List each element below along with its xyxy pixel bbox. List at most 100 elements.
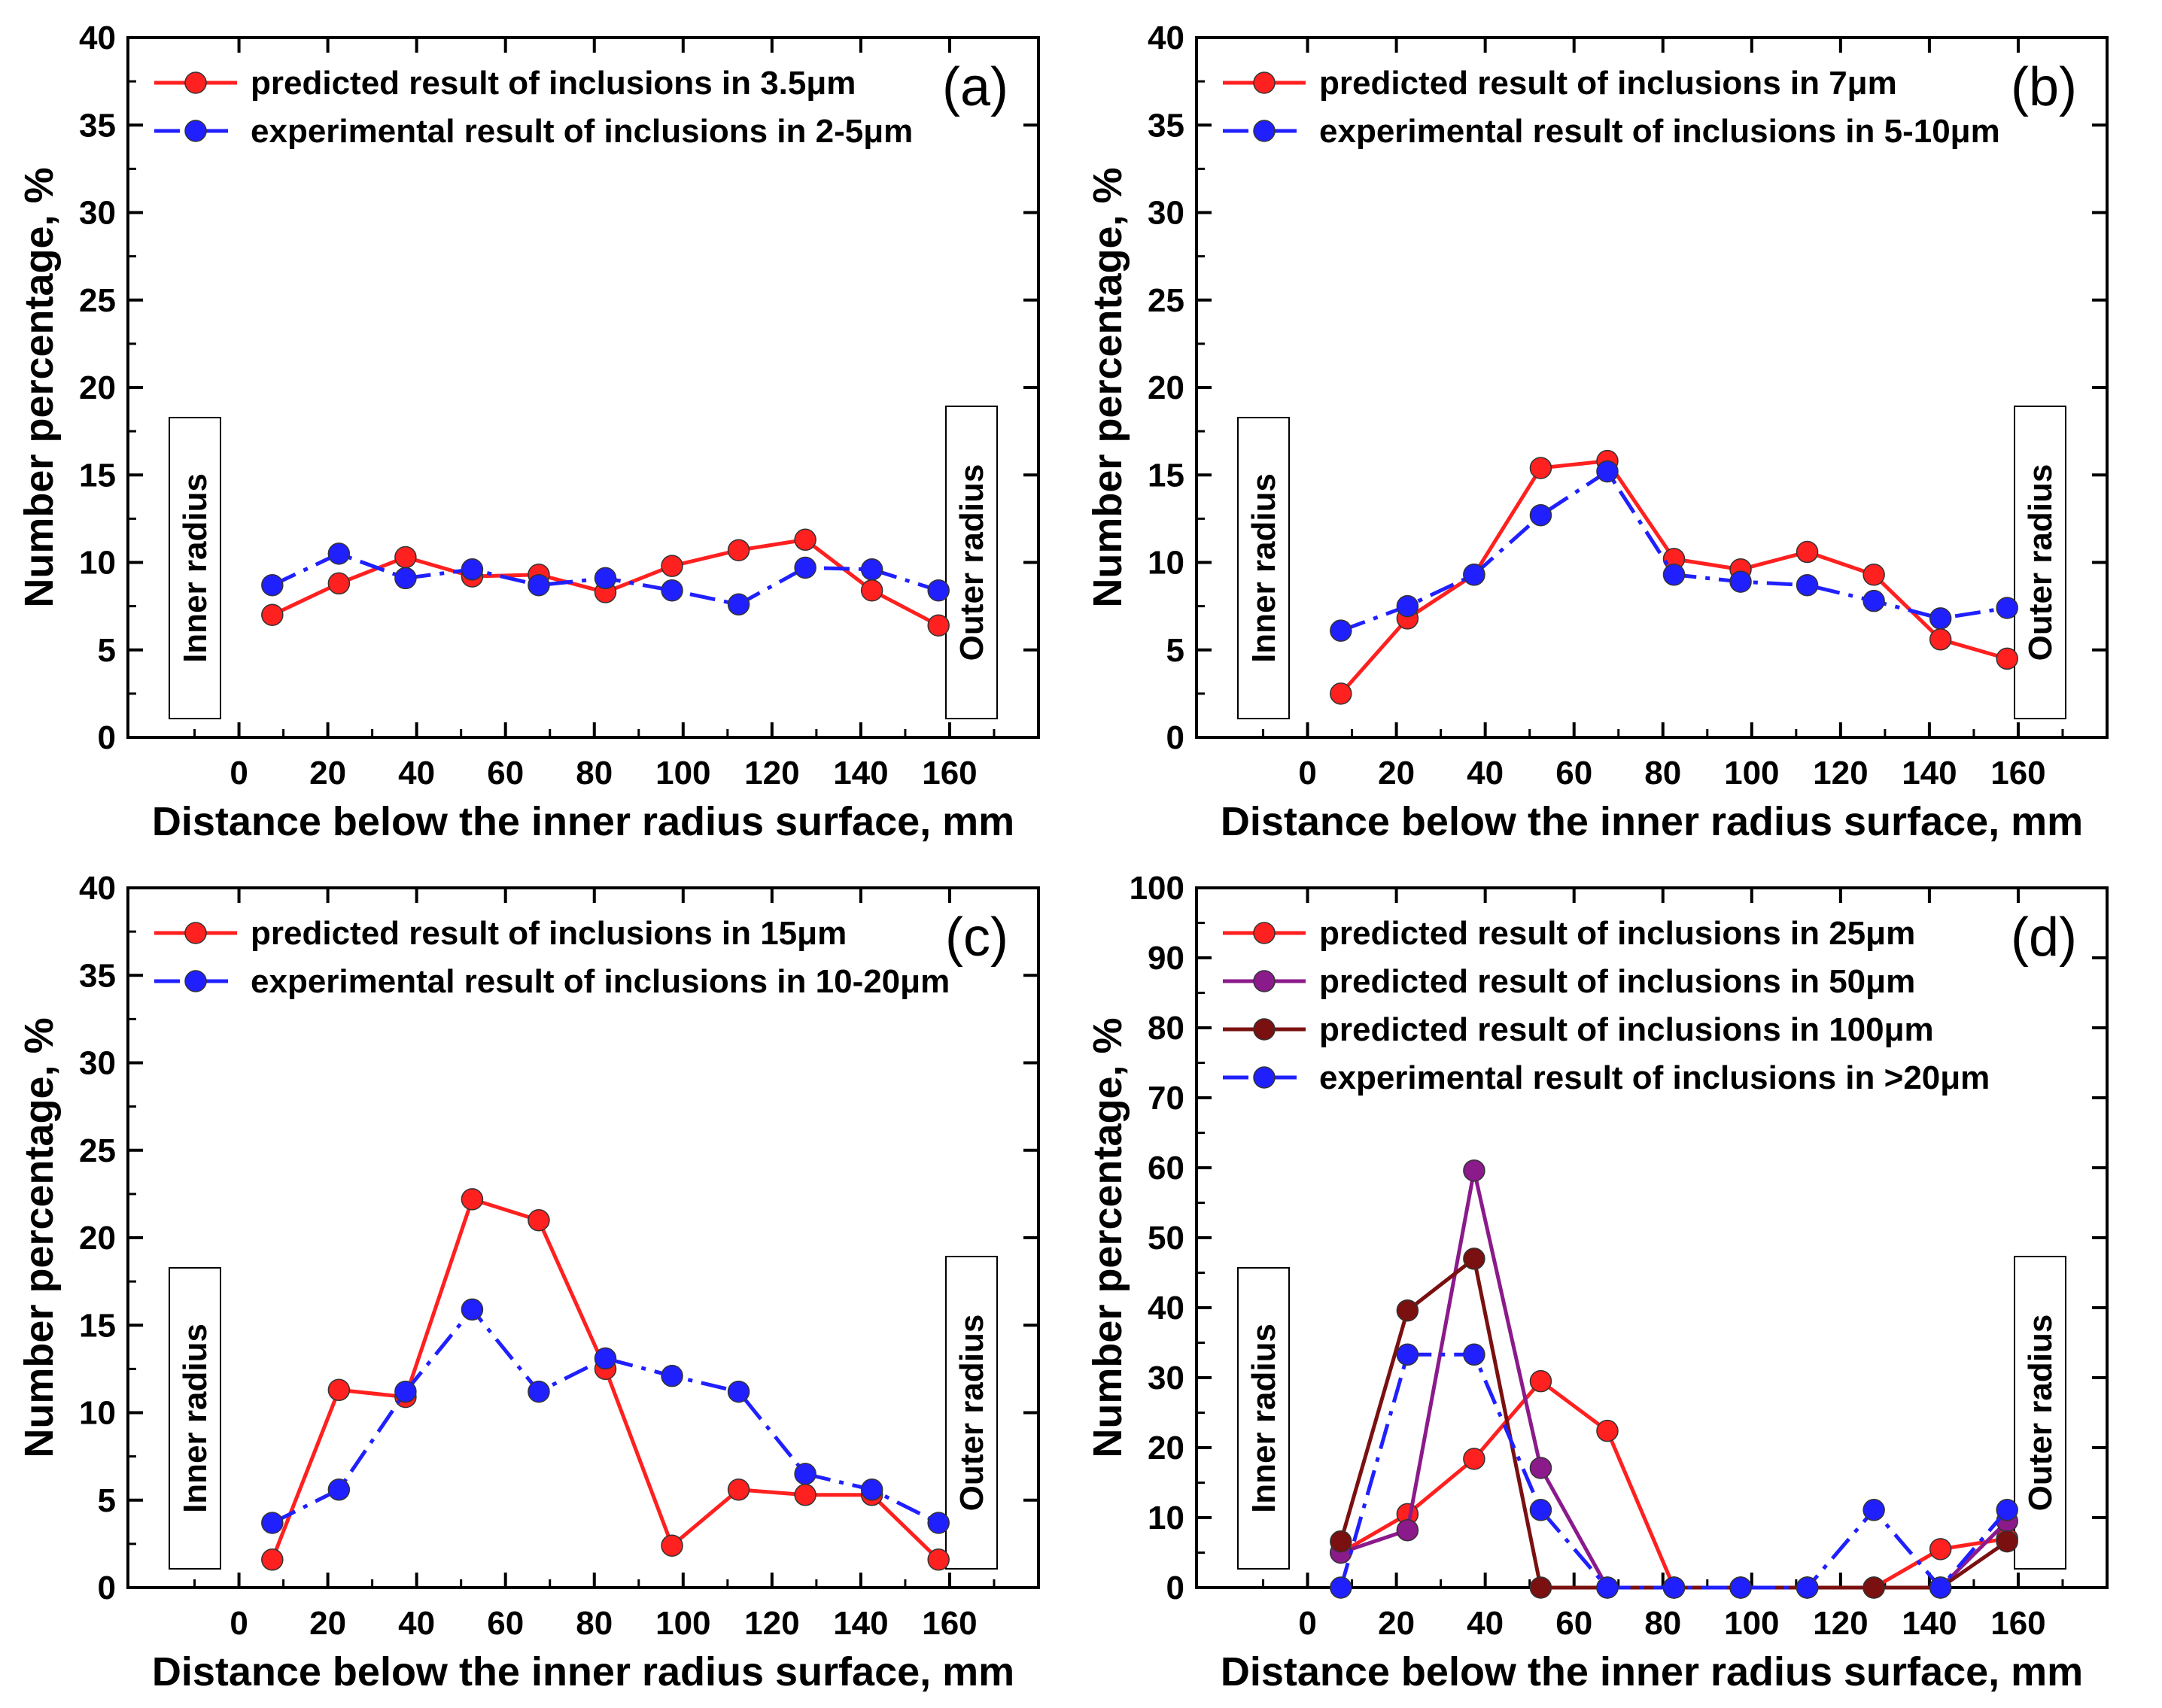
- data-point: [1729, 570, 1752, 593]
- x-tick-label: 100: [655, 755, 710, 792]
- legend-marker: [184, 922, 207, 944]
- data-point: [1929, 1576, 1952, 1599]
- data-point: [327, 1479, 351, 1501]
- x-axis-title: Distance below the inner radius surface,…: [152, 1649, 1014, 1694]
- data-point: [528, 1209, 550, 1232]
- legend-label: experimental result of inclusions in 10-…: [251, 963, 950, 1000]
- data-point: [1463, 564, 1485, 586]
- data-point: [1330, 619, 1352, 642]
- x-tick-label: 40: [398, 1605, 435, 1642]
- data-point: [794, 1484, 816, 1506]
- legend-label: predicted result of inclusions in 7μm: [1319, 65, 1897, 102]
- data-point: [661, 1364, 683, 1387]
- data-point: [1330, 682, 1352, 705]
- legend-label: predicted result of inclusions in 15μm: [251, 915, 847, 952]
- y-tick-label: 10: [1148, 545, 1184, 582]
- data-point: [461, 1298, 484, 1321]
- x-tick-label: 20: [1378, 755, 1415, 792]
- data-point: [727, 1479, 750, 1501]
- x-axis-title: Distance below the inner radius surface,…: [1221, 799, 2083, 844]
- data-point: [1796, 540, 1819, 564]
- data-point: [1929, 1538, 1952, 1561]
- data-point: [1529, 503, 1552, 527]
- y-tick-label: 70: [1148, 1080, 1184, 1117]
- outer-radius-box: [945, 1256, 998, 1570]
- data-point: [727, 593, 750, 616]
- y-tick-label: 30: [79, 195, 116, 232]
- data-point: [1396, 1343, 1419, 1366]
- data-point: [1596, 1419, 1619, 1442]
- y-tick-label: 30: [1148, 195, 1184, 232]
- y-tick-label: 10: [1148, 1500, 1184, 1536]
- y-tick-label: 20: [1148, 1430, 1184, 1466]
- data-point: [727, 1380, 750, 1403]
- x-tick-label: 0: [1298, 755, 1316, 792]
- x-tick-label: 120: [744, 1605, 799, 1642]
- legend-marker: [1253, 71, 1276, 94]
- data-point: [1662, 1576, 1686, 1599]
- data-point: [1996, 1530, 2018, 1553]
- data-point: [927, 1512, 950, 1534]
- series-line: [1339, 1352, 2009, 1590]
- inner-radius-box: [169, 417, 221, 719]
- data-point: [1996, 1499, 2018, 1521]
- data-point: [394, 1380, 417, 1403]
- legend-marker: [1253, 922, 1276, 944]
- legend-marker: [1253, 1018, 1276, 1041]
- data-point: [1596, 460, 1619, 483]
- y-tick-label: 35: [1148, 107, 1184, 144]
- y-tick-label: 40: [1148, 1290, 1184, 1327]
- legend-label: predicted result of inclusions in 100μm: [1319, 1011, 1934, 1048]
- data-point: [927, 1548, 950, 1571]
- legend-label: experimental result of inclusions in >20…: [1319, 1059, 1990, 1096]
- data-point: [1529, 1369, 1552, 1393]
- y-tick-label: 5: [1166, 632, 1184, 669]
- y-tick-label: 15: [79, 1307, 116, 1344]
- data-point: [794, 1463, 816, 1485]
- legend-marker: [184, 71, 207, 94]
- inner-radius-box: [1237, 1267, 1290, 1570]
- chart-panel-4: 0 20 40 60 80 100 120 140 160 0 10 20 30 40 50 60 70 80 90…: [1085, 870, 2109, 1694]
- x-tick-label: 40: [398, 755, 435, 792]
- legend-marker: [184, 970, 207, 992]
- data-point: [661, 555, 683, 577]
- x-tick-label: 160: [1990, 1605, 2045, 1642]
- y-tick-label: 5: [98, 632, 116, 669]
- x-tick-label: 80: [1644, 1605, 1681, 1642]
- y-tick-label: 35: [79, 957, 116, 994]
- data-point: [327, 572, 351, 595]
- data-point: [1596, 1576, 1619, 1599]
- data-point: [860, 579, 883, 602]
- data-point: [1463, 1448, 1485, 1470]
- y-tick-label: 35: [79, 107, 116, 144]
- legend-marker: [1253, 970, 1276, 992]
- x-axis-title: Distance below the inner radius surface,…: [152, 799, 1014, 844]
- x-tick-label: 60: [1555, 755, 1592, 792]
- legend-marker: [184, 120, 207, 142]
- chart-panel-1: 0 20 40 60 80 100 120 140 160 0 5 10 15 20 25 30 35 40 Dis…: [17, 20, 1040, 844]
- data-point: [261, 1512, 284, 1534]
- x-tick-label: 40: [1467, 1605, 1504, 1642]
- y-tick-label: 40: [79, 870, 116, 907]
- series-line: [1339, 1257, 2008, 1590]
- outer-radius-label: Outer radius: [953, 1314, 990, 1512]
- inner-radius-label: Inner radius: [1245, 473, 1282, 663]
- y-tick-label: 20: [79, 369, 116, 406]
- y-tick-label: 40: [1148, 20, 1184, 56]
- x-tick-label: 100: [655, 1605, 710, 1642]
- x-tick-label: 80: [1644, 755, 1681, 792]
- x-tick-label: 160: [922, 755, 977, 792]
- outer-radius-label: Outer radius: [2022, 1314, 2059, 1512]
- data-point: [1796, 1576, 1819, 1599]
- data-point: [261, 1548, 284, 1571]
- outer-radius-label: Outer radius: [953, 464, 990, 661]
- data-point: [1463, 1343, 1485, 1366]
- outer-radius-box: [2014, 406, 2066, 719]
- data-point: [1862, 564, 1885, 586]
- y-tick-label: 5: [98, 1482, 116, 1519]
- x-tick-label: 80: [576, 755, 613, 792]
- y-tick-label: 90: [1148, 940, 1184, 977]
- data-point: [327, 1378, 351, 1402]
- data-point: [528, 573, 550, 597]
